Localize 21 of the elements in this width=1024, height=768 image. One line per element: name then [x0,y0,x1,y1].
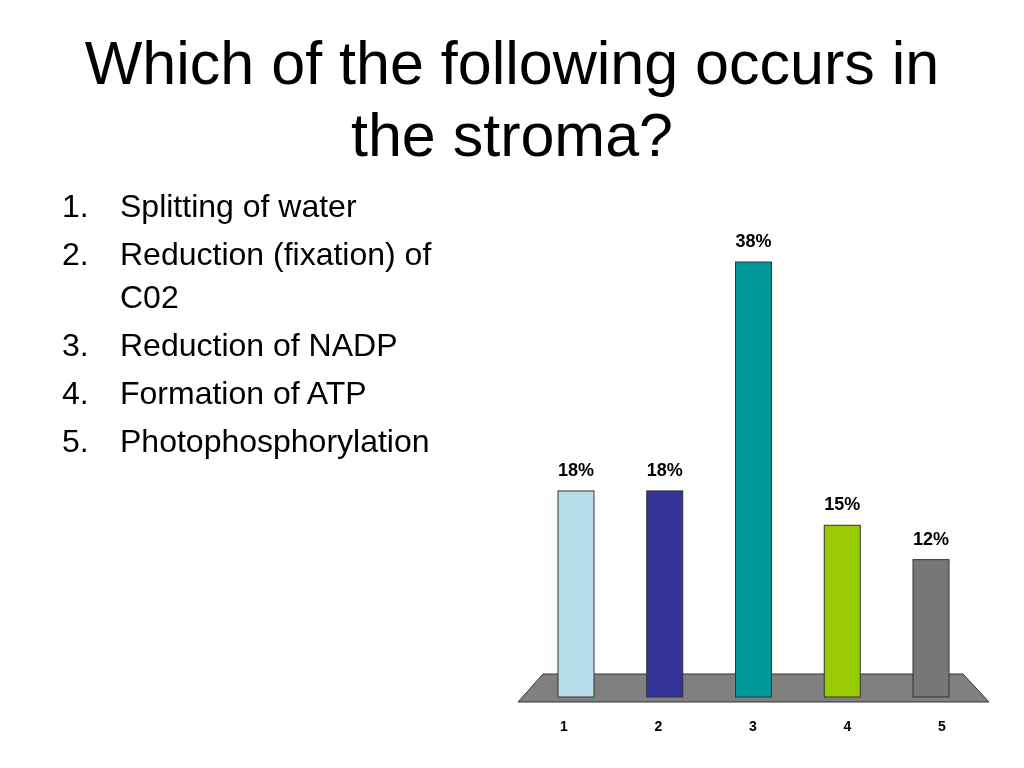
chart-title: Which of the following occurs in the stroma? [84,29,940,169]
text: 3. Reduction of NADP [62,327,398,363]
x-tick-label: 1 [560,718,569,734]
data-label: 12% [912,528,950,549]
data-label: 18% [646,459,683,480]
bar [823,524,861,698]
text: 2. Reduction (fixation) of C02 [62,236,432,315]
text: 5. Photophosphorylation [62,423,430,459]
x-tick-label: 2 [654,718,663,734]
text: 4. Formation of ATP [62,375,367,411]
data-label: 15% [824,494,861,515]
bar [912,559,950,698]
x-tick-label: 4 [843,718,852,734]
data-label: 18% [557,459,595,480]
bar [646,490,684,698]
text: 1. Splitting of water [62,188,357,224]
bar [557,490,595,698]
x-tick-label: 3 [749,718,758,734]
data-label: 38% [735,231,772,251]
x-tick-label: 5 [938,718,947,734]
bar [735,261,772,698]
